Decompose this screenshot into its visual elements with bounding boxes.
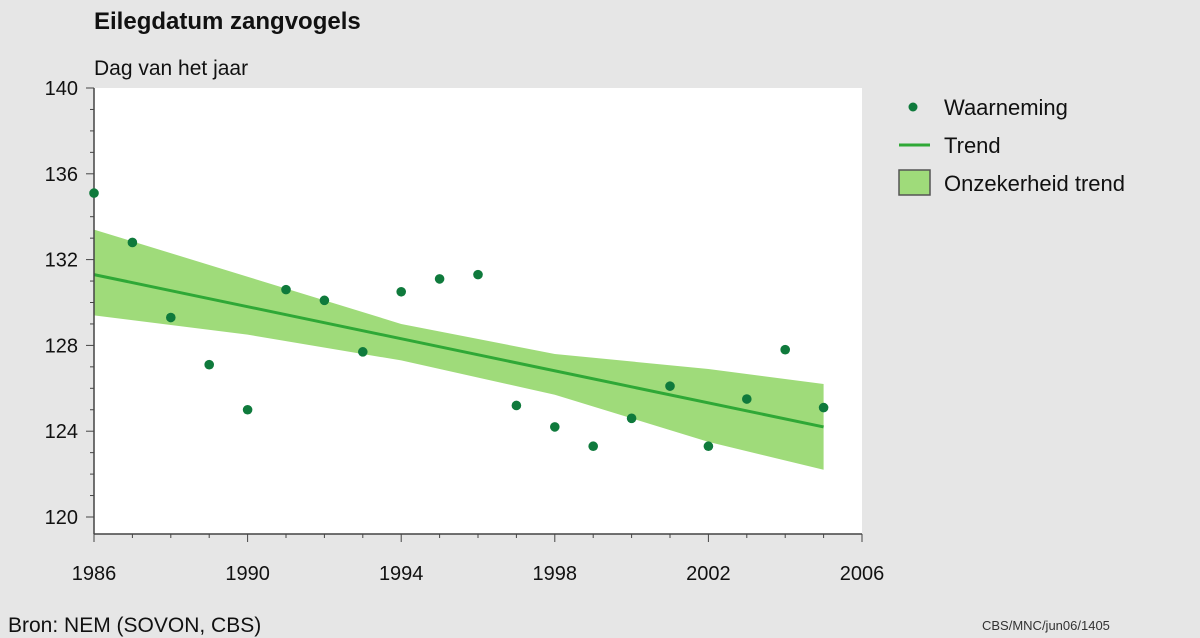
data-point: [665, 381, 675, 391]
axes: 120 124 128 132 136 140 1986 1990 1994 1998 2002 20…: [45, 78, 885, 585]
data-point: [166, 312, 176, 323]
dot-marker-icon: [908, 102, 918, 112]
data-point: [818, 402, 829, 413]
chart-code: CBS/MNC/jun06/1405: [982, 618, 1110, 633]
data-point: [473, 269, 483, 280]
x-tick-label: 1986: [72, 563, 117, 585]
trend-line-layer: [93, 273, 824, 429]
data-point: [89, 188, 99, 198]
x-tick-label: 1994: [379, 563, 424, 585]
data-point: [626, 413, 637, 424]
data-point: [511, 400, 522, 411]
y-tick-label: 120: [45, 507, 78, 529]
data-point: [742, 394, 752, 404]
x-tick-label: 2002: [686, 563, 731, 585]
data-point: [319, 295, 330, 306]
y-tick-label: 140: [45, 78, 78, 100]
x-tick-label: 1998: [533, 563, 578, 585]
legend-label-trend: Trend: [944, 133, 1001, 158]
y-tick-label: 128: [45, 335, 78, 357]
data-point: [703, 441, 714, 452]
trend-line: [93, 273, 824, 429]
chart-title: Eilegdatum zangvogels: [94, 8, 361, 35]
legend-label-waarneming: Waarneming: [944, 95, 1068, 120]
data-point: [780, 344, 790, 355]
x-tick-label: 2006: [840, 563, 885, 585]
band-swatch-icon: [898, 169, 931, 196]
data-point: [281, 284, 291, 295]
y-tick-label: 124: [45, 421, 78, 443]
y-axis-label: Dag van het jaar: [94, 57, 249, 80]
data-point: [358, 347, 368, 357]
source-note: Bron: NEM (SOVON, CBS): [8, 614, 262, 637]
y-tick-label: 132: [45, 250, 78, 272]
legend: Waarneming Trend Onzekerheid trend: [898, 95, 1125, 196]
data-point: [396, 286, 407, 297]
data-point: [434, 274, 445, 284]
data-point: [550, 422, 560, 432]
data-point: [242, 404, 253, 415]
y-tick-label: 136: [45, 164, 78, 186]
x-tick-label: 1990: [225, 563, 270, 585]
data-point: [204, 359, 214, 370]
legend-label-onzekerheid: Onzekerheid trend: [944, 171, 1125, 196]
data-point: [127, 237, 138, 248]
observation-points: [89, 188, 829, 452]
data-point: [588, 441, 598, 452]
